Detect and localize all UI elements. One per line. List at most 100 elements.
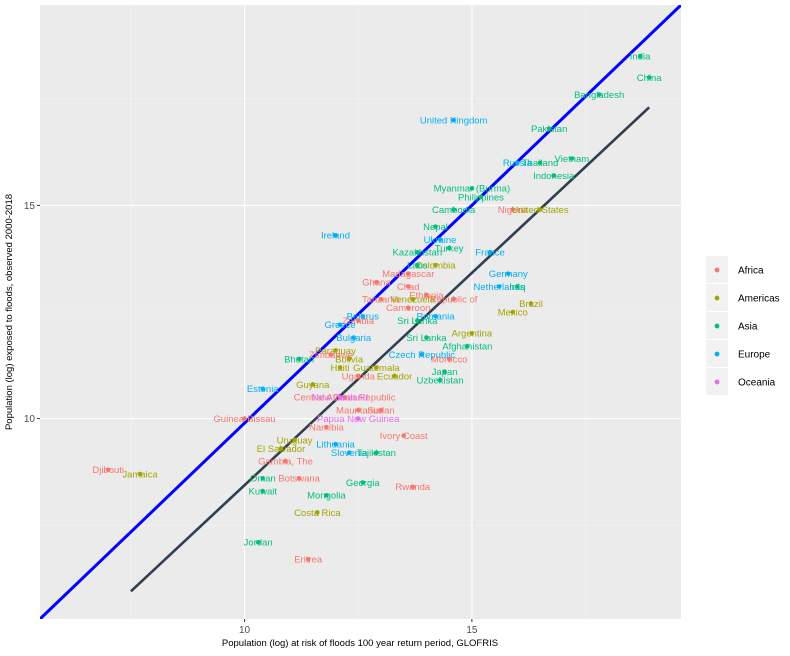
data-point	[646, 75, 652, 80]
y-axis-title: Population (log) exposed to floods, obse…	[4, 194, 15, 430]
point-label: Zimbabwe	[309, 350, 353, 361]
y-tick-label: 15	[24, 201, 36, 212]
data-point-group: Turkey	[435, 243, 464, 254]
data-point-group: Bhutan	[284, 354, 314, 365]
data-point	[324, 424, 329, 430]
data-point	[510, 207, 516, 212]
data-point	[105, 467, 111, 473]
data-point-group: Guatemala	[353, 363, 400, 374]
data-point	[374, 365, 379, 370]
point-label: Romania	[416, 312, 455, 323]
point-label: Bangladesh	[574, 90, 624, 101]
point-label: Lithuania	[316, 440, 355, 451]
x-tick-label: 15	[466, 625, 478, 636]
data-point	[260, 488, 266, 494]
data-point-group: Cameroon	[386, 303, 430, 314]
data-point	[569, 156, 575, 161]
point-label: Central African Republic	[294, 393, 396, 404]
data-point	[278, 446, 284, 451]
point-label: Sri Lanka	[397, 316, 438, 327]
point-label: Tanzania	[362, 295, 401, 306]
point-label: Ukraine	[424, 235, 457, 246]
data-point	[551, 173, 557, 178]
point-label: Guyana	[296, 380, 330, 391]
point-label: Thailand	[522, 158, 558, 169]
point-label: Laos	[407, 260, 428, 271]
data-point-group: China	[637, 73, 663, 84]
grid-minor	[40, 5, 681, 619]
point-label: Netherlands	[474, 282, 525, 293]
point-label: Afghanistan	[442, 342, 492, 353]
point-label: Paraguay	[315, 346, 356, 357]
data-point-group: Mongolia	[307, 491, 346, 502]
point-label: Myanmar (Burma)	[434, 184, 511, 195]
data-point-group: Venezuela	[391, 295, 436, 306]
point-label: Greece	[324, 320, 355, 331]
data-point-group: Madagascar	[382, 269, 434, 280]
point-label: Uruguay	[277, 435, 313, 446]
point-label: United Kingdom	[420, 116, 488, 127]
point-label: Gambia, The	[258, 457, 313, 468]
point-label: Argentina	[452, 329, 493, 340]
data-point	[487, 250, 493, 255]
point-label: Ivory Coast	[380, 431, 428, 442]
data-point-group: Rwanda	[395, 482, 431, 493]
point-label: Kuwait	[249, 486, 278, 497]
point-label: Pakistan	[531, 124, 567, 135]
data-point	[310, 382, 316, 387]
data-point	[374, 450, 379, 456]
y-tick-label: 10	[24, 414, 36, 425]
data-point-group: Morocco	[431, 354, 467, 365]
point-label: China	[637, 73, 663, 84]
data-point	[546, 126, 552, 131]
data-point-group: Sri Lanka	[397, 316, 438, 327]
point-label: Venezuela	[391, 295, 436, 306]
point-label: Colombia	[415, 260, 456, 271]
point-label: Guatemala	[353, 363, 400, 374]
point-label: Jordan	[244, 538, 273, 549]
data-point-group: Romania	[416, 312, 455, 323]
data-point	[424, 292, 429, 298]
data-point-group: Cambodia	[432, 205, 476, 216]
data-point-group: Jamaica	[122, 469, 158, 480]
data-point-group: Chad	[397, 282, 420, 293]
data-point-group: Kuwait	[249, 486, 278, 497]
data-point-group: Costa Rica	[294, 508, 341, 519]
point-label: Uganda	[342, 371, 376, 382]
data-point-group: Philippines	[458, 192, 504, 203]
data-point	[346, 356, 352, 362]
point-label: Ireland	[321, 231, 350, 242]
point-label: Djibouti	[92, 465, 124, 476]
data-point	[410, 296, 416, 302]
data-point-group: Haiti	[331, 363, 350, 374]
point-label: Mongolia	[307, 491, 346, 502]
data-point-group: Ghana	[362, 278, 391, 289]
point-label: Indonesia	[533, 171, 575, 182]
data-point-group: United States	[512, 205, 569, 216]
fit-line	[130, 106, 651, 593]
data-point-group: Kazakhstan	[392, 248, 442, 259]
data-point-group: Indonesia	[533, 171, 575, 182]
point-label: Slovenia	[331, 448, 368, 459]
point-label: Uzbekistan	[417, 376, 464, 387]
point-label: Ghana	[362, 278, 391, 289]
data-point	[537, 160, 543, 166]
point-label: Mexico	[498, 307, 528, 318]
legend-label: Americas	[738, 294, 780, 305]
data-point-group: Mexico	[498, 307, 528, 318]
data-point	[351, 335, 356, 340]
point-label: Jamaica	[122, 469, 158, 480]
data-point	[515, 160, 520, 166]
point-label: Costa Rica	[294, 508, 341, 519]
data-point	[333, 441, 338, 447]
point-label: Republic of	[430, 295, 478, 306]
data-point-group: Russia	[503, 158, 533, 169]
data-point	[469, 186, 475, 191]
x-axis-ticks: 10 15	[239, 619, 478, 636]
point-label: Kazakhstan	[392, 248, 442, 259]
point-label: Iraq	[509, 282, 525, 293]
data-point-group: Netherlands	[474, 282, 525, 293]
data-point	[446, 356, 452, 362]
point-label: Botswana	[278, 474, 320, 485]
